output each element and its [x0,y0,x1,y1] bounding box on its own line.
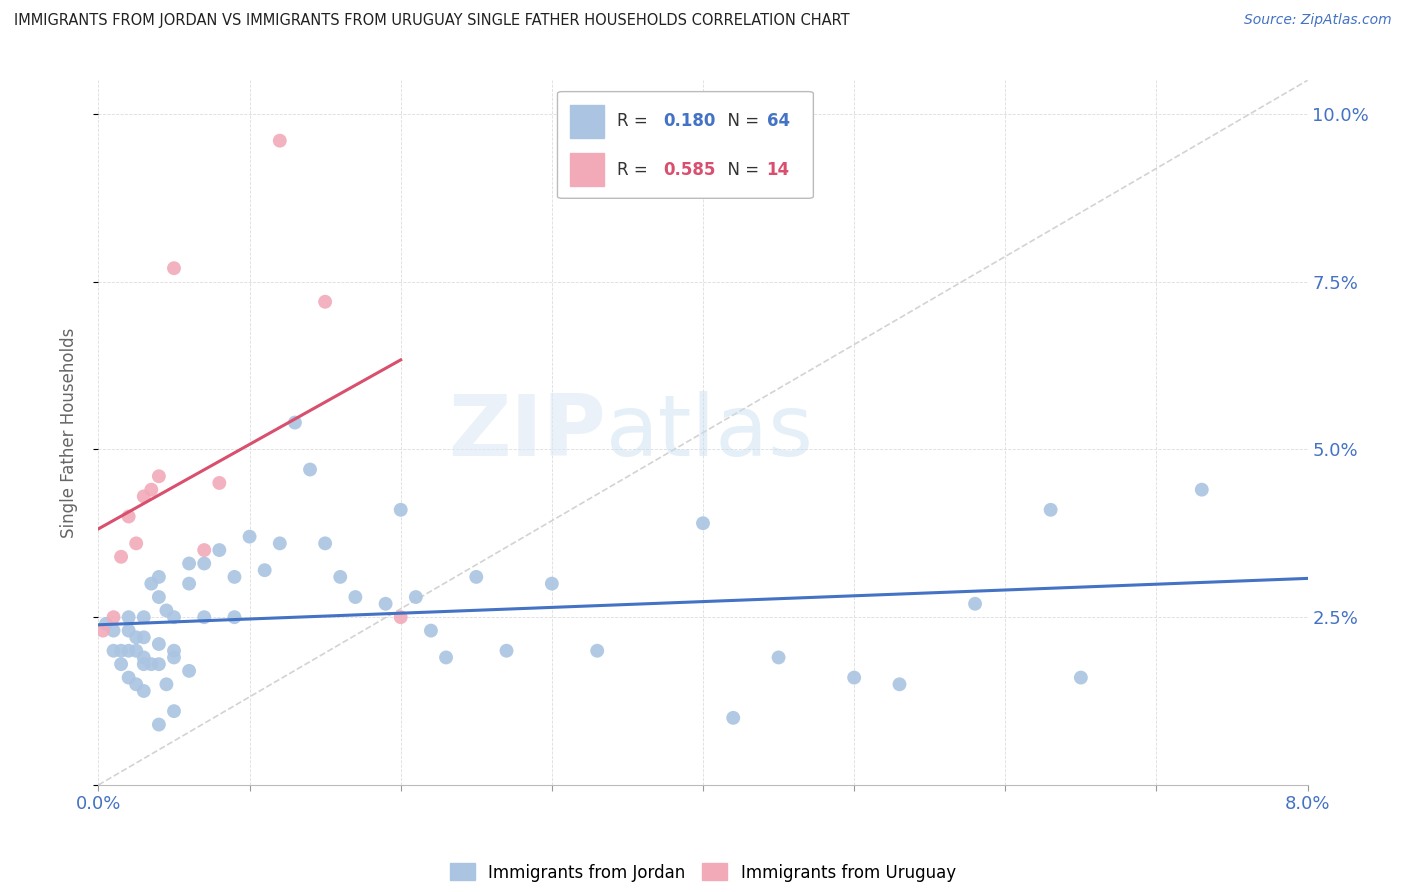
Text: 64: 64 [766,112,790,130]
Point [329,570,352,584]
Point [179,576,201,591]
Point [103,624,125,638]
Point [193,557,215,571]
Point [155,603,177,617]
Point [374,597,396,611]
Point [465,570,488,584]
Point [389,610,412,624]
Point [132,650,155,665]
Point [420,624,443,638]
Point [132,684,155,698]
Point [405,590,427,604]
Point [148,469,170,483]
FancyBboxPatch shape [557,92,813,198]
Point [193,543,215,558]
Text: atlas: atlas [606,391,814,475]
Point [179,557,201,571]
Text: N =: N = [717,112,765,130]
Point [103,610,125,624]
Point [163,650,186,665]
Point [163,610,186,624]
Legend: Immigrants from Jordan, Immigrants from Uruguay: Immigrants from Jordan, Immigrants from … [443,856,963,888]
Point [141,576,163,591]
Point [148,570,170,584]
Point [163,261,186,276]
Point [314,294,336,309]
Point [110,549,132,564]
Point [118,644,141,658]
Point [91,624,114,638]
Point [389,503,412,517]
Point [125,630,148,644]
Point [141,483,163,497]
Point [132,489,155,503]
Point [344,590,367,604]
Point [163,704,186,718]
Point [148,590,170,604]
Point [208,543,231,558]
Point [155,677,177,691]
Point [148,637,170,651]
Point [889,677,911,691]
Y-axis label: Single Father Households: Single Father Households [59,327,77,538]
Point [269,134,291,148]
Text: ZIP: ZIP [449,391,606,475]
Point [495,644,517,658]
Point [1039,503,1062,517]
Point [224,570,246,584]
Text: Source: ZipAtlas.com: Source: ZipAtlas.com [1244,13,1392,28]
Bar [569,105,605,137]
Point [148,717,170,731]
Point [269,536,291,550]
Point [110,657,132,672]
Point [110,644,132,658]
Point [239,530,262,544]
Point [179,664,201,678]
Point [284,416,307,430]
Point [132,657,155,672]
Text: R =: R = [616,161,652,178]
Point [299,462,322,476]
Point [132,630,155,644]
Text: R =: R = [616,112,652,130]
Point [253,563,276,577]
Point [723,711,745,725]
Text: 14: 14 [766,161,790,178]
Text: IMMIGRANTS FROM JORDAN VS IMMIGRANTS FROM URUGUAY SINGLE FATHER HOUSEHOLDS CORRE: IMMIGRANTS FROM JORDAN VS IMMIGRANTS FRO… [14,13,849,29]
Point [163,644,186,658]
Point [141,657,163,672]
Point [148,657,170,672]
Point [692,516,714,531]
Point [118,509,141,524]
Point [965,597,987,611]
Point [586,644,609,658]
Point [118,624,141,638]
Point [193,610,215,624]
Text: 0.180: 0.180 [664,112,716,130]
Point [118,610,141,624]
Point [125,536,148,550]
Bar [569,153,605,186]
Point [125,677,148,691]
Text: 0.585: 0.585 [664,161,716,178]
Point [768,650,790,665]
Point [1191,483,1213,497]
Point [314,536,336,550]
Point [103,644,125,658]
Point [132,610,155,624]
Point [434,650,457,665]
Point [208,475,231,490]
Point [125,644,148,658]
Point [1070,671,1092,685]
Point [94,616,117,631]
Point [540,576,562,591]
Point [224,610,246,624]
Point [844,671,866,685]
Point [118,671,141,685]
Text: N =: N = [717,161,765,178]
